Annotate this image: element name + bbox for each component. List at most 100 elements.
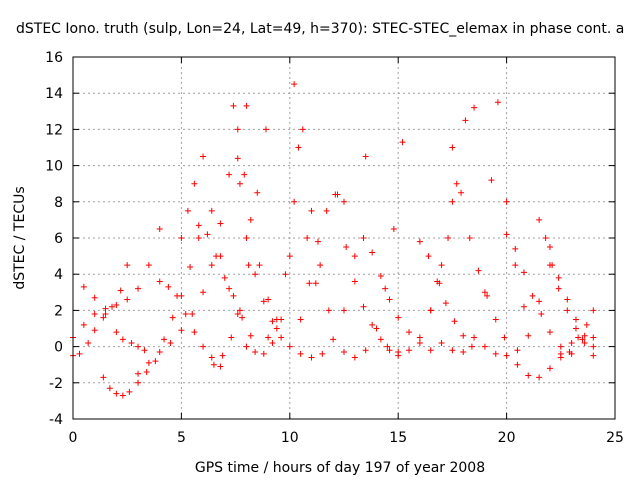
data-point: [555, 274, 562, 281]
x-tick-label: 25: [606, 430, 624, 446]
data-point: [169, 314, 176, 321]
data-point: [252, 349, 259, 356]
data-point: [520, 303, 527, 310]
x-axis-label: GPS time / hours of day 197 of year 2008: [195, 460, 485, 476]
data-point: [236, 307, 243, 314]
data-point: [126, 388, 133, 395]
series-10: [234, 155, 280, 332]
y-tick-label: 16: [45, 50, 63, 66]
data-point: [256, 262, 263, 269]
data-point: [514, 347, 521, 354]
data-point: [330, 336, 337, 343]
data-point: [314, 238, 321, 245]
data-point: [442, 300, 449, 307]
series-4: [135, 102, 250, 377]
data-point: [167, 339, 174, 346]
data-point: [427, 307, 434, 314]
data-point: [100, 374, 107, 381]
data-point: [308, 354, 315, 361]
y-tick-label: 6: [54, 231, 63, 247]
data-point: [260, 350, 267, 357]
data-point: [278, 334, 285, 341]
data-point: [208, 262, 215, 269]
data-point: [234, 126, 241, 133]
series-5: [156, 278, 224, 370]
data-point: [466, 235, 473, 241]
data-point: [304, 235, 311, 241]
data-point: [239, 314, 246, 321]
data-point: [583, 321, 590, 328]
data-point: [174, 292, 181, 299]
data-point: [416, 334, 423, 341]
data-point: [590, 307, 597, 314]
data-point: [152, 358, 159, 365]
data-point: [265, 296, 272, 303]
data-point: [295, 144, 302, 151]
series-3: [100, 235, 202, 399]
data-point: [341, 198, 347, 205]
data-point: [451, 318, 458, 325]
data-point: [241, 171, 248, 178]
data-point: [141, 347, 148, 354]
data-point: [156, 349, 163, 356]
y-tick-label: -2: [49, 376, 63, 392]
data-point: [546, 329, 553, 336]
data-point: [282, 271, 289, 278]
data-point: [306, 280, 313, 287]
data-point: [273, 325, 280, 332]
x-tick-label: 20: [498, 430, 516, 446]
data-point: [575, 334, 582, 341]
data-point: [542, 235, 549, 241]
data-point: [427, 347, 434, 354]
data-point: [297, 316, 304, 323]
data-point: [124, 262, 131, 269]
data-point: [178, 235, 185, 241]
y-tick-label: 14: [45, 86, 63, 102]
data-point: [269, 339, 276, 346]
data-point: [399, 139, 406, 146]
data-point: [243, 235, 250, 241]
data-point: [416, 238, 423, 245]
y-tick-label: -4: [49, 412, 63, 428]
series-23: [481, 244, 553, 359]
data-point: [525, 372, 532, 379]
data-point: [377, 273, 384, 280]
data-point: [243, 102, 250, 109]
data-point: [286, 253, 293, 260]
data-point: [254, 189, 261, 196]
data-point: [234, 311, 241, 318]
data-point: [529, 292, 536, 299]
data-point: [91, 327, 98, 334]
data-point: [386, 296, 393, 303]
data-point: [195, 222, 202, 229]
data-point: [217, 363, 224, 370]
data-point: [124, 296, 131, 303]
data-point: [269, 318, 276, 325]
data-point: [546, 244, 553, 251]
data-point: [369, 249, 376, 256]
x-tick-label: 10: [281, 430, 299, 446]
data-point: [308, 207, 315, 214]
data-point: [113, 301, 120, 308]
data-point: [458, 189, 465, 196]
y-axis-label: dSTEC / TECUs: [12, 186, 28, 289]
series-27: [546, 262, 597, 350]
data-point: [119, 392, 126, 399]
data-point: [406, 347, 413, 354]
data-point: [503, 231, 510, 238]
y-tick-label: 8: [54, 195, 63, 211]
data-point: [156, 278, 163, 285]
data-point: [484, 292, 491, 299]
data-point: [113, 390, 120, 397]
data-point: [247, 216, 254, 223]
data-point: [494, 99, 501, 106]
data-point: [520, 269, 527, 276]
series-25: [514, 334, 597, 381]
data-point: [546, 262, 553, 269]
data-point: [102, 311, 109, 318]
data-point: [525, 332, 532, 339]
data-point: [195, 235, 202, 241]
series-0: [70, 225, 163, 341]
data-point: [341, 307, 347, 314]
